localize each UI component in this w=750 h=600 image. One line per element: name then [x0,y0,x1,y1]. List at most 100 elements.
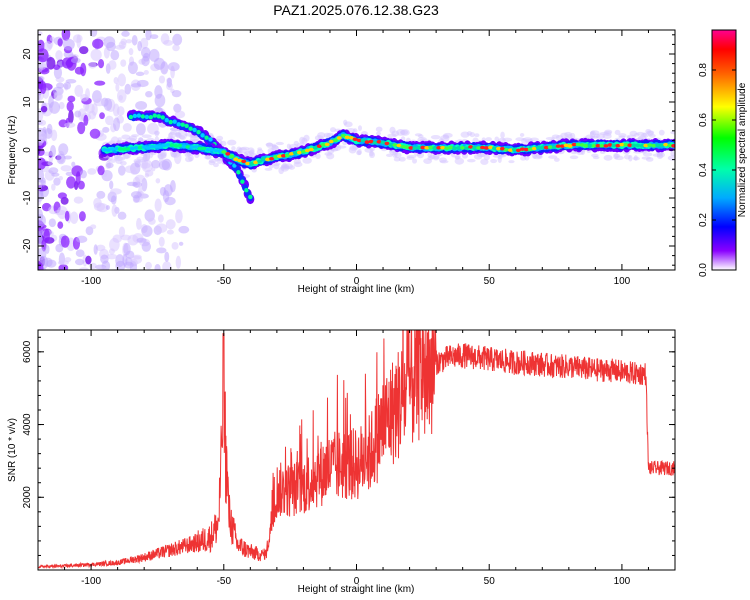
noise-blob [136,237,147,243]
colorbar-tick-label: 0.0 [698,263,709,277]
halo-blob [454,157,465,165]
noise-blob [53,91,62,101]
halo-blob [469,132,475,138]
track-segment [257,159,263,164]
track-segment [408,146,414,150]
track-segment [117,147,123,151]
noise-blob [58,143,69,156]
track-segment [165,143,171,147]
halo-blob [268,164,274,169]
y-tick-label: 6000 [22,340,33,363]
noise-blob [99,112,105,120]
track-segment [169,143,175,147]
track-segment [571,142,577,147]
y-tick-label: 0 [22,147,33,153]
halo-blob [357,125,363,131]
halo-blob [117,137,122,141]
noise-blob [97,165,105,176]
noise-blob [64,122,76,128]
noise-blob [178,241,184,246]
colorbar-tick-label: 0.2 [698,213,709,227]
track-segment [292,151,298,155]
noise-blob [143,70,149,75]
track-segment [452,146,458,151]
halo-blob [184,152,190,158]
halo-blob [356,150,362,156]
track-segment [157,145,163,149]
halo-blob [633,155,638,161]
track-segment [265,157,271,162]
noise-blob [110,50,120,61]
noise-blob [71,161,76,168]
halo-blob [466,158,476,163]
noise-blob [103,36,116,49]
halo-blob [315,153,321,160]
noise-blob [89,128,101,139]
noise-blob [145,90,153,98]
track-segment [141,145,147,149]
halo-blob [642,152,653,157]
track-segment [149,144,155,149]
noise-blob [40,105,48,113]
track-segment [133,145,139,150]
noise-blob [66,176,76,189]
noise-blob [38,119,47,126]
noise-blob [60,165,72,172]
halo-blob [548,155,558,159]
track-segment [304,148,310,153]
halo-blob [184,133,194,137]
track-segment [495,146,501,151]
noise-blob [91,103,98,116]
track-segment [376,139,382,144]
y-tick-label: 4000 [22,413,33,436]
noise-blob [57,38,63,47]
halo-blob [500,131,505,139]
noise-blob [125,39,133,44]
noise-blob [100,254,109,264]
halo-blob [227,139,237,146]
track-segment [241,159,247,164]
noise-blob [136,123,146,136]
track-segment [196,129,201,135]
x-tick-label: -50 [217,576,232,587]
noise-blob [53,64,61,70]
track-segment [384,141,390,146]
track-segment [436,145,442,150]
noise-blob [158,236,165,247]
noise-blob [38,131,47,143]
noise-blob [144,173,150,178]
track-segment [527,147,533,152]
noise-blob [117,73,126,87]
y-tick-label: -20 [22,238,33,253]
snr-ticks: -100 -50 0 50 100 2000 4000 6000 [22,330,676,587]
noise-blob [145,30,152,41]
track-segment [396,143,402,148]
halo-blob [349,144,358,151]
noise-blob [74,110,82,118]
noise-blob [140,37,149,49]
noise-blob [135,71,145,77]
x-tick-label: -100 [81,576,101,587]
noise-blob [38,143,41,156]
halo-blob [141,134,152,139]
track-segment [507,148,513,152]
noise-blob [92,38,104,49]
track-segment [177,143,183,148]
colorbar-ticks: 0.0 0.2 0.4 0.6 0.8 [698,63,736,277]
track-segment [340,133,346,138]
noise-blob [123,242,131,256]
noise-blob [127,234,139,246]
noise-blob [94,80,106,86]
noise-blob [43,228,50,243]
y-tick-label: -10 [22,190,33,205]
track-segment [152,113,157,118]
noise-blob [166,229,174,235]
noise-blob [67,95,76,103]
track-segment [225,152,231,156]
track-segment [623,143,629,147]
track-segment [503,147,509,152]
noise-blob [158,75,166,84]
halo-blob [240,146,250,151]
halo-blob [613,152,619,160]
noise-blob [90,224,97,230]
